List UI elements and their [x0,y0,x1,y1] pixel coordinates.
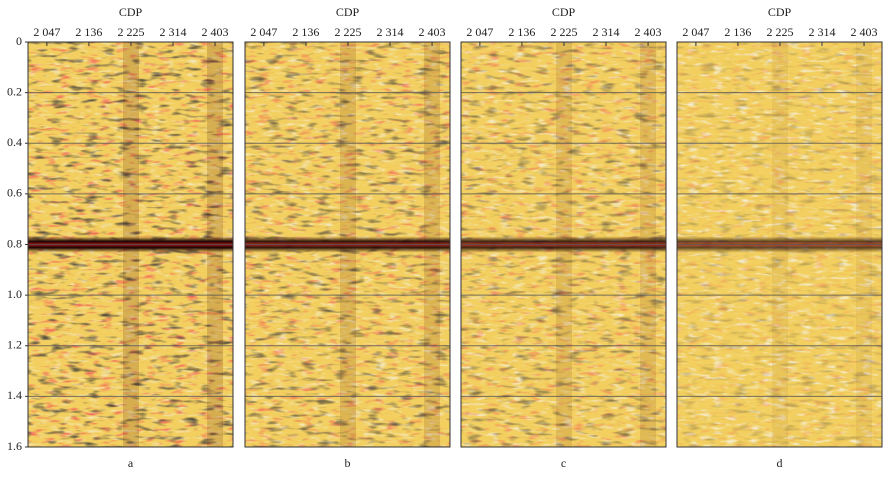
x-tick-label: 2 225 [550,25,577,39]
panel [244,41,451,448]
x-tick-label: 2 225 [334,25,361,39]
y-tick-label: 1.4 [7,388,22,402]
y-tick-label: 1.6 [7,439,22,453]
y-tick-label: 0.2 [7,84,22,98]
x-tick-label: 2 047 [466,25,493,39]
x-tick-label: 2 047 [250,25,277,39]
x-tick-label: 2 314 [160,25,187,39]
y-tick-label: 0.6 [7,186,22,200]
y-tick-label: 0.8 [7,236,22,250]
x-tick-label: 2 314 [809,25,836,39]
x-tick-label: 2 225 [117,25,144,39]
y-tick-label: 0.4 [7,135,22,149]
x-axis-label: CDP [768,5,792,19]
x-axis-label: CDP [119,5,143,19]
x-tick-label: 2 136 [292,25,319,39]
x-tick-label: 2 314 [593,25,620,39]
panel-caption: b [345,456,351,470]
x-axis-label: CDP [336,5,360,19]
panel [676,41,883,448]
x-tick-label: 2 403 [635,25,662,39]
x-tick-label: 2 403 [419,25,446,39]
x-tick-label: 2 047 [33,25,60,39]
x-tick-label: 2 403 [851,25,878,39]
panel-caption: c [561,456,566,470]
y-tick-label: 1.0 [7,287,22,301]
x-tick-label: 2 136 [724,25,751,39]
y-tick-label: 1.2 [7,338,22,352]
y-tick-label: 0 [16,34,22,48]
x-tick-label: 2 047 [682,25,709,39]
x-axis-label: CDP [552,5,576,19]
x-tick-label: 2 314 [377,25,404,39]
panel-caption: a [128,456,134,470]
x-tick-label: 2 136 [75,25,102,39]
x-tick-label: 2 136 [508,25,535,39]
x-tick-label: 2 403 [202,25,229,39]
panel [460,41,667,448]
panel-caption: d [777,456,783,470]
x-tick-label: 2 225 [766,25,793,39]
panel [27,41,234,448]
